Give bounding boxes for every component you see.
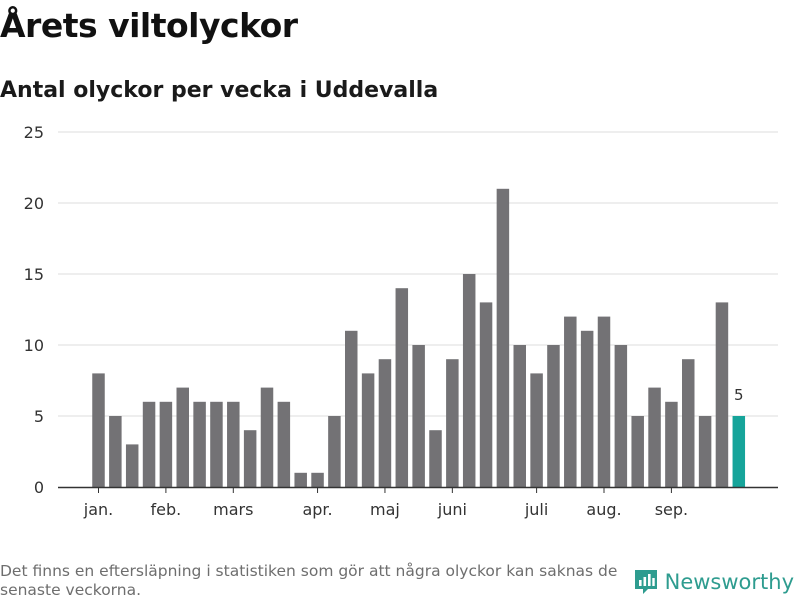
x-tick-label: apr. bbox=[302, 500, 332, 519]
x-tick-label: juli bbox=[524, 500, 548, 519]
bar bbox=[513, 345, 526, 487]
bar bbox=[92, 373, 105, 487]
y-tick-label: 20 bbox=[24, 194, 44, 213]
bar bbox=[176, 387, 189, 487]
bar bbox=[665, 401, 678, 487]
bar bbox=[328, 416, 341, 487]
x-tick-label: feb. bbox=[151, 500, 182, 519]
y-tick-label: 5 bbox=[34, 407, 44, 426]
y-tick-label: 25 bbox=[24, 123, 44, 142]
bar bbox=[361, 373, 375, 487]
bar bbox=[580, 330, 594, 487]
chart-subtitle: Antal olyckor per vecka i Uddevalla bbox=[0, 78, 439, 103]
bar bbox=[210, 401, 223, 487]
bar bbox=[715, 302, 729, 487]
brand-name: Newsworthy bbox=[664, 570, 794, 594]
bar bbox=[260, 387, 274, 487]
bar bbox=[648, 387, 661, 487]
bar bbox=[109, 416, 122, 487]
x-tick-label: sep. bbox=[655, 500, 688, 519]
bar-chart: 0 5 10 15 20 25 5 jan. feb. mars apr. maj juni juli… bbox=[24, 123, 778, 519]
bar bbox=[462, 274, 476, 487]
x-tick-label: jan. bbox=[83, 500, 113, 519]
bar bbox=[631, 416, 644, 487]
y-tick-label: 0 bbox=[34, 478, 44, 497]
bar bbox=[698, 416, 712, 487]
bar-value-label: 5 bbox=[734, 386, 744, 404]
bar bbox=[395, 288, 409, 487]
bar-highlight bbox=[732, 416, 746, 487]
bar bbox=[159, 401, 173, 487]
footnote: Det finns en eftersläpning i statistiken… bbox=[0, 562, 618, 599]
bar bbox=[614, 345, 628, 487]
bar bbox=[429, 430, 442, 487]
y-axis-ticks: 0 5 10 15 20 25 bbox=[24, 123, 44, 497]
x-tick-label: juni bbox=[437, 500, 467, 519]
brand-logo: Newsworthy bbox=[633, 568, 794, 596]
bar bbox=[193, 401, 206, 487]
bar bbox=[243, 430, 257, 487]
bar bbox=[530, 373, 543, 487]
bar bbox=[277, 401, 291, 487]
bar bbox=[682, 359, 695, 487]
newsworthy-logo-icon bbox=[634, 570, 657, 594]
bar bbox=[479, 302, 493, 487]
bar bbox=[412, 345, 425, 487]
x-tick-label: mars bbox=[213, 500, 253, 519]
bar bbox=[345, 330, 358, 487]
bar bbox=[142, 401, 156, 487]
x-tick-label: maj bbox=[370, 500, 400, 519]
bar bbox=[547, 345, 560, 487]
bar bbox=[311, 472, 324, 487]
bar bbox=[446, 359, 459, 487]
y-tick-label: 10 bbox=[24, 336, 44, 355]
y-tick-label: 15 bbox=[24, 265, 44, 284]
bars: 5 bbox=[92, 188, 746, 488]
x-axis-ticks: jan. feb. mars apr. maj juni juli aug. sep. bbox=[83, 487, 688, 519]
x-tick-label: aug. bbox=[586, 500, 621, 519]
bar bbox=[125, 444, 139, 487]
bar bbox=[227, 401, 240, 487]
bar bbox=[496, 188, 510, 488]
bar bbox=[294, 472, 307, 487]
bar bbox=[564, 316, 577, 487]
bar bbox=[378, 359, 392, 487]
chart-title: Årets viltolyckor bbox=[0, 6, 298, 45]
bar bbox=[597, 316, 611, 487]
